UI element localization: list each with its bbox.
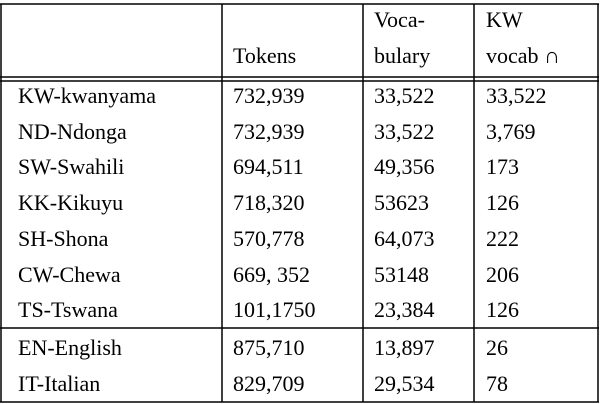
table-cell: 33,522 (374, 118, 435, 144)
table-cell: 29,534 (374, 370, 435, 396)
table-cell: 732,939 (233, 83, 305, 108)
table-cell: 26 (486, 335, 508, 360)
table-cell: 718,320 (233, 190, 305, 216)
table-cell: 33,522 (486, 83, 547, 108)
header-cell: Tokens (233, 43, 297, 68)
table-cell: 875,710 (233, 335, 305, 360)
table-cell: 101,1750 (233, 297, 316, 323)
row-label: KK-Kikuyu (18, 190, 124, 216)
table-cell: 13,897 (374, 335, 435, 360)
table-cell: 49,356 (374, 154, 435, 180)
table-cell: 64,073 (374, 225, 435, 251)
table-cell: 222 (486, 225, 519, 251)
row-label: TS-Tswana (18, 297, 118, 323)
table-cell: 173 (486, 154, 519, 180)
header-cell: KW (486, 7, 523, 32)
table-cell: 126 (486, 297, 519, 323)
table-cell: 570,778 (233, 225, 305, 251)
row-label: SW-Swahili (18, 154, 125, 180)
row-label: EN-English (18, 335, 122, 360)
table-cell: 694,511 (233, 154, 304, 180)
row-label: ND-Ndonga (18, 118, 127, 144)
header-cell: vocab ∩ (486, 43, 560, 68)
table-cell: 206 (486, 261, 519, 287)
row-label: KW-kwanyama (18, 83, 157, 108)
row-label: CW-Chewa (18, 261, 121, 287)
table-cell: 78 (486, 370, 508, 396)
table-cell: 23,384 (374, 297, 435, 323)
table-cell: 53148 (374, 261, 429, 287)
table-cell: 829,709 (233, 370, 305, 396)
table-cell: 732,939 (233, 118, 305, 144)
header-cell: Voca- (374, 7, 425, 32)
table-cell: 33,522 (374, 83, 435, 108)
table-cell: 669, 352 (233, 261, 310, 287)
row-label: IT-Italian (18, 370, 101, 396)
header-cell: bulary (374, 43, 431, 68)
table-cell: 53623 (374, 190, 429, 216)
table-cell: 3,769 (486, 118, 536, 144)
row-label: SH-Shona (18, 225, 109, 251)
table-cell: 126 (486, 190, 519, 216)
